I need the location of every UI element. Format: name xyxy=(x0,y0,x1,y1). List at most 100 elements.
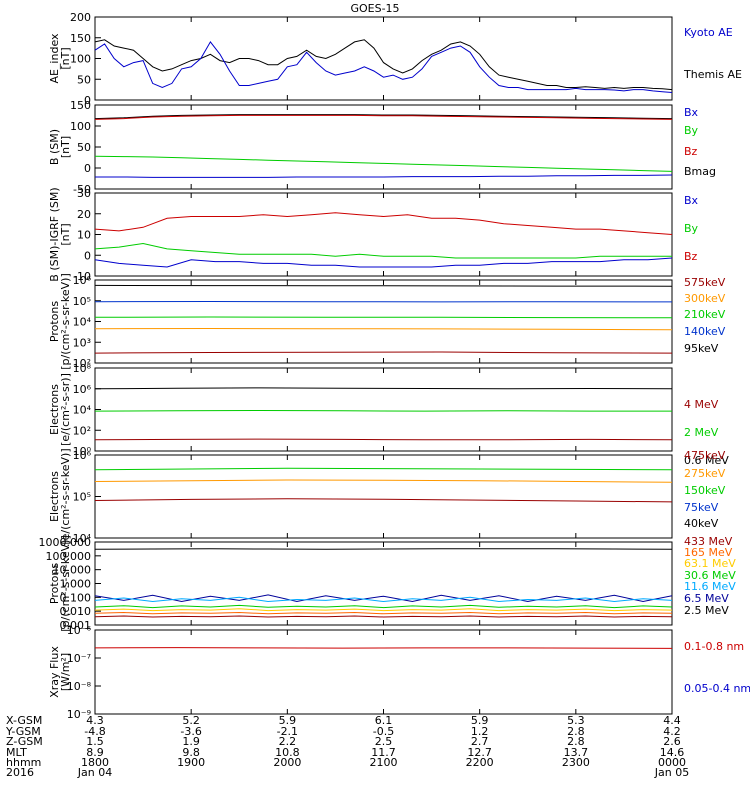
x-axis-row-label: MLT xyxy=(6,746,27,759)
legend-entry: Bmag xyxy=(684,165,716,178)
series-line xyxy=(94,611,673,615)
series-line xyxy=(94,114,673,120)
legend-entry: 40keV xyxy=(684,517,719,530)
x-axis-value: 2.7 xyxy=(471,735,489,748)
series-line xyxy=(94,212,673,235)
y-axis-label: Electrons xyxy=(48,471,61,522)
legend-entry: 433 MeV xyxy=(684,535,733,548)
x-axis-value: -0.5 xyxy=(373,725,394,738)
y-axis-label: AE_index xyxy=(48,33,61,84)
panel-frame xyxy=(94,454,673,539)
series-line xyxy=(94,155,673,172)
series-line xyxy=(94,647,673,649)
y-axis-label: [nT] xyxy=(59,47,72,69)
series-line xyxy=(94,615,673,618)
legend-entry: Bz xyxy=(684,145,698,158)
y-tick-label: 50 xyxy=(77,73,91,86)
y-tick-label: 100.000 xyxy=(46,550,92,563)
legend-entry: Bx xyxy=(684,194,699,207)
x-axis-value: -3.6 xyxy=(180,725,201,738)
y-axis-label: Protons xyxy=(48,301,61,342)
y-tick-label: 10.000 xyxy=(53,564,92,577)
y-tick-label: 100 xyxy=(70,53,91,66)
series-line xyxy=(94,604,673,609)
legend-entry: 11.6 MeV xyxy=(684,580,736,593)
y-tick-label: 0.010 xyxy=(60,605,92,618)
legend-entry: Kyoto AE xyxy=(684,26,733,39)
legend-entry: 275keV xyxy=(684,467,726,480)
y-tick-label: 150 xyxy=(70,32,91,45)
y-tick-label: 10³ xyxy=(73,336,91,349)
series-line xyxy=(94,316,673,319)
legend-entry: 0.05-0.4 nm xyxy=(684,682,750,695)
y-tick-label: 10⁶ xyxy=(73,274,92,287)
y-axis-label: Xray Flux xyxy=(48,646,61,698)
legend-entry: 95keV xyxy=(684,342,719,355)
y-axis-label: [W/m²] xyxy=(59,653,72,691)
x-axis-value: 2100 xyxy=(370,756,398,769)
series-line xyxy=(94,409,672,412)
x-axis-value: 2.8 xyxy=(567,735,585,748)
y-tick-label: 0 xyxy=(84,94,91,107)
x-axis-value: 1.9 xyxy=(182,735,200,748)
x-axis-value: 4.3 xyxy=(86,714,104,727)
y-tick-label: 200 xyxy=(70,11,91,24)
series-line xyxy=(94,257,673,268)
series-line xyxy=(94,39,673,91)
legend-entry: 210keV xyxy=(684,308,726,321)
y-tick-label: 10⁻⁹ xyxy=(67,708,91,721)
y-axis-label: [p/(cm²-s-sr-keV)] xyxy=(59,273,72,370)
x-axis-value: 1.5 xyxy=(86,735,104,748)
x-axis-row-label: Y-GSM xyxy=(5,725,41,738)
series-line xyxy=(94,351,673,354)
series-line xyxy=(94,498,673,503)
y-tick-label: 100 xyxy=(70,120,91,133)
y-tick-label: 50 xyxy=(77,141,91,154)
legend-entry: 6.5 MeV xyxy=(684,592,729,605)
panel-frame xyxy=(94,629,673,715)
chart-title: GOES-15 xyxy=(350,2,399,15)
series-line xyxy=(94,242,672,259)
y-tick-label: 20 xyxy=(77,208,91,221)
legend-entry: 300keV xyxy=(684,292,726,305)
legend-entry: By xyxy=(684,124,699,137)
legend-entry: 4 MeV xyxy=(684,398,719,411)
x-axis-value: Jan 05 xyxy=(654,766,689,779)
y-tick-label: -10 xyxy=(73,270,91,283)
x-axis-value: 1800 xyxy=(81,756,109,769)
y-tick-label: 10⁰ xyxy=(73,445,92,458)
y-tick-label: -50 xyxy=(73,183,91,196)
legend-entry: 165 MeV xyxy=(684,546,733,559)
y-tick-label: 0.001 xyxy=(60,619,92,632)
panel-frame xyxy=(94,16,673,101)
y-tick-label: 1000.000 xyxy=(39,536,92,549)
legend-entry: 140keV xyxy=(684,325,726,338)
y-tick-label: 0.100 xyxy=(60,591,92,604)
series-line xyxy=(94,479,673,483)
y-tick-label: 10⁴ xyxy=(73,532,92,545)
y-tick-label: 10⁸ xyxy=(73,362,92,375)
x-axis-row-label: 2016 xyxy=(6,766,34,779)
series-line xyxy=(94,467,673,471)
legend-entry: 475keV xyxy=(684,449,726,462)
y-axis-label: [nT] xyxy=(59,223,72,245)
x-axis-value: 5.9 xyxy=(279,714,297,727)
legend-entry: 75keV xyxy=(684,501,719,514)
panel-frame xyxy=(94,367,673,452)
x-axis-value: 5.9 xyxy=(471,714,489,727)
series-line xyxy=(94,114,673,120)
y-tick-label: 10⁴ xyxy=(73,316,92,329)
x-axis-value: 9.8 xyxy=(182,746,200,759)
x-axis-value: 2.5 xyxy=(375,735,393,748)
panel-frame xyxy=(94,279,673,364)
y-tick-label: 10² xyxy=(73,424,91,437)
y-tick-label: 10⁻⁸ xyxy=(67,680,92,693)
legend-entry: 0.1-0.8 nm xyxy=(684,640,744,653)
x-axis-value: 14.6 xyxy=(660,746,685,759)
series-line xyxy=(94,387,673,390)
series-line xyxy=(94,608,673,612)
x-axis-value: 12.7 xyxy=(467,746,492,759)
legend-entry: 30.6 MeV xyxy=(684,569,736,582)
